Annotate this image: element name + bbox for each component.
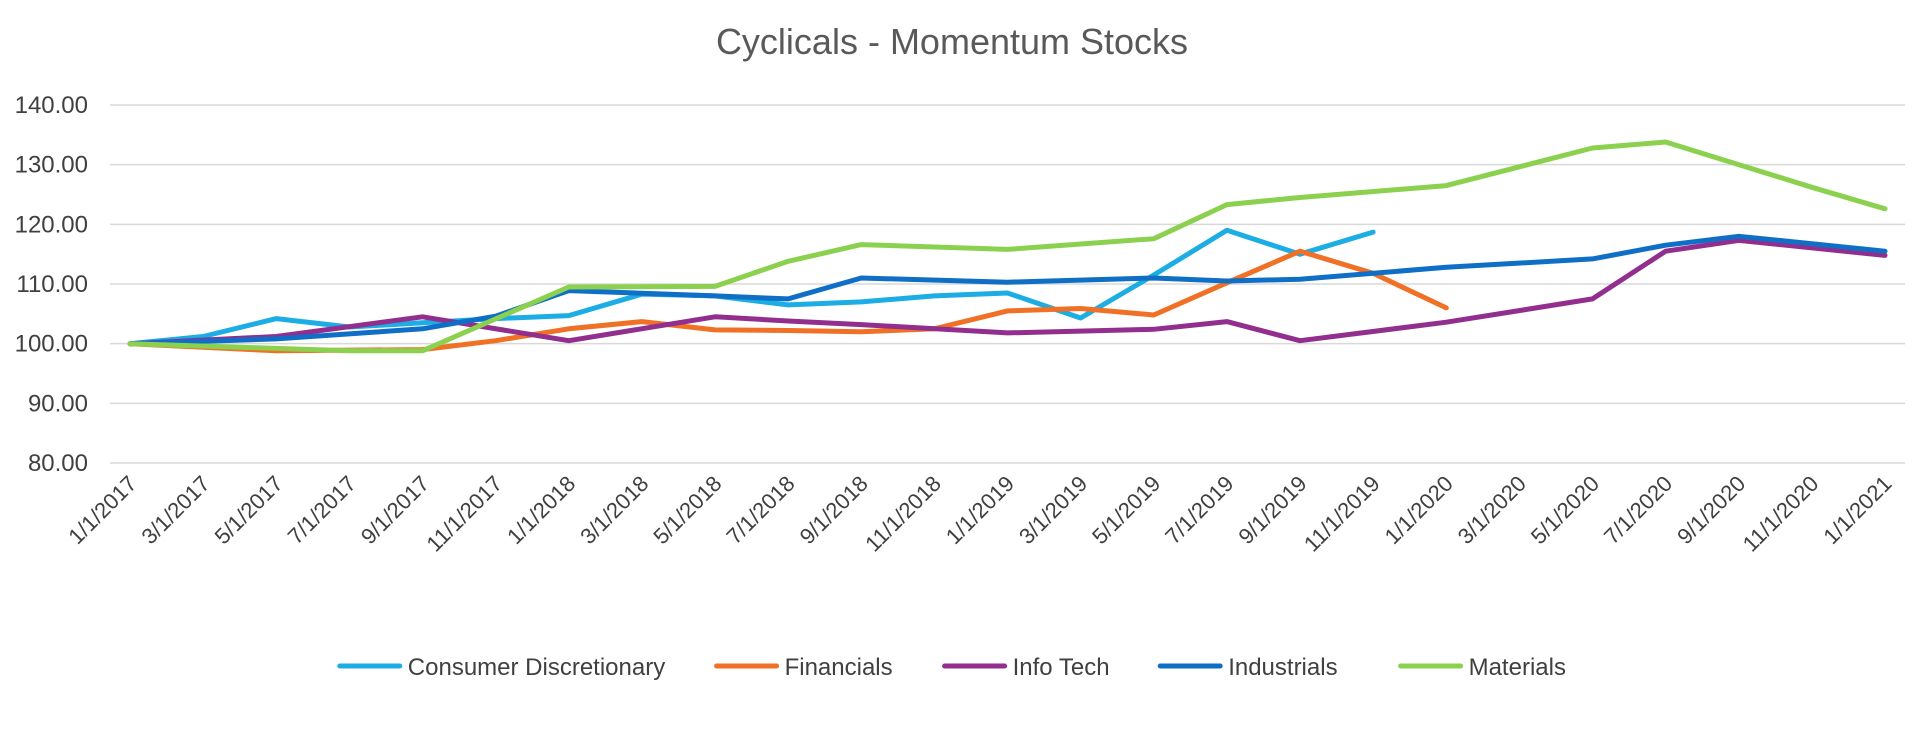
x-tick-label: 7/1/2018 — [721, 471, 799, 549]
y-tick-label: 80.00 — [28, 450, 88, 477]
x-tick-label: 5/1/2020 — [1526, 471, 1604, 549]
y-tick-label: 130.00 — [15, 152, 88, 179]
legend-item-financials: Financials — [714, 654, 893, 681]
legend-label: Info Tech — [1013, 654, 1110, 681]
legend: Consumer Discretionary Financials Info Tec… — [337, 654, 1566, 681]
y-tick-label: 100.00 — [15, 331, 88, 358]
series-lines — [127, 139, 1888, 354]
series-line-materials — [127, 139, 1888, 354]
x-tick-label: 1/1/2020 — [1380, 471, 1458, 549]
legend-item-info-tech: Info Tech — [942, 654, 1110, 681]
legend-label: Financials — [785, 654, 893, 681]
y-axis-ticks: 80.00 90.00 100.00 110.00 120.00 130.00 140.00 — [15, 92, 88, 477]
x-tick-label: 7/1/2020 — [1599, 471, 1677, 549]
legend-item-industrials: Industrials — [1157, 654, 1338, 681]
x-axis-ticks: 1/1/20173/1/20175/1/20177/1/20179/1/2017… — [63, 471, 1896, 557]
x-tick-label: 3/1/2017 — [136, 471, 214, 549]
x-tick-label: 1/1/2021 — [1818, 471, 1896, 549]
chart-title: Cyclicals - Momentum Stocks — [716, 21, 1188, 62]
series-line-industrials — [127, 233, 1888, 347]
y-tick-label: 90.00 — [28, 390, 88, 417]
x-tick-label: 5/1/2019 — [1087, 471, 1165, 549]
x-tick-label: 5/1/2017 — [210, 471, 288, 549]
x-tick-label: 3/1/2018 — [575, 471, 653, 549]
x-tick-label: 11/1/2018 — [860, 471, 946, 557]
x-tick-label: 1/1/2019 — [941, 471, 1019, 549]
x-tick-label: 3/1/2020 — [1453, 471, 1531, 549]
series-line-financials — [127, 248, 1449, 354]
x-tick-label: 3/1/2019 — [1014, 471, 1092, 549]
x-tick-label: 7/1/2017 — [283, 471, 361, 549]
legend-item-consumer-discretionary: Consumer Discretionary — [337, 654, 665, 681]
x-tick-label: 1/1/2018 — [502, 471, 580, 549]
x-tick-label: 11/1/2019 — [1299, 471, 1385, 557]
y-tick-label: 120.00 — [15, 211, 88, 238]
x-tick-label: 7/1/2019 — [1160, 471, 1238, 549]
legend-label: Materials — [1469, 654, 1566, 681]
legend-item-materials: Materials — [1398, 654, 1566, 681]
gridlines — [110, 104, 1905, 464]
x-tick-label: 1/1/2017 — [63, 471, 141, 549]
y-tick-label: 140.00 — [15, 92, 88, 119]
y-tick-label: 110.00 — [16, 271, 88, 298]
legend-label: Industrials — [1228, 654, 1337, 681]
series-line-consumer-discretionary — [127, 227, 1376, 347]
x-tick-label: 5/1/2018 — [648, 471, 726, 549]
series-line-info-tech — [127, 237, 1888, 347]
legend-label: Consumer Discretionary — [408, 654, 665, 681]
x-tick-label: 11/1/2017 — [421, 471, 507, 557]
x-tick-label: 11/1/2020 — [1738, 471, 1824, 557]
